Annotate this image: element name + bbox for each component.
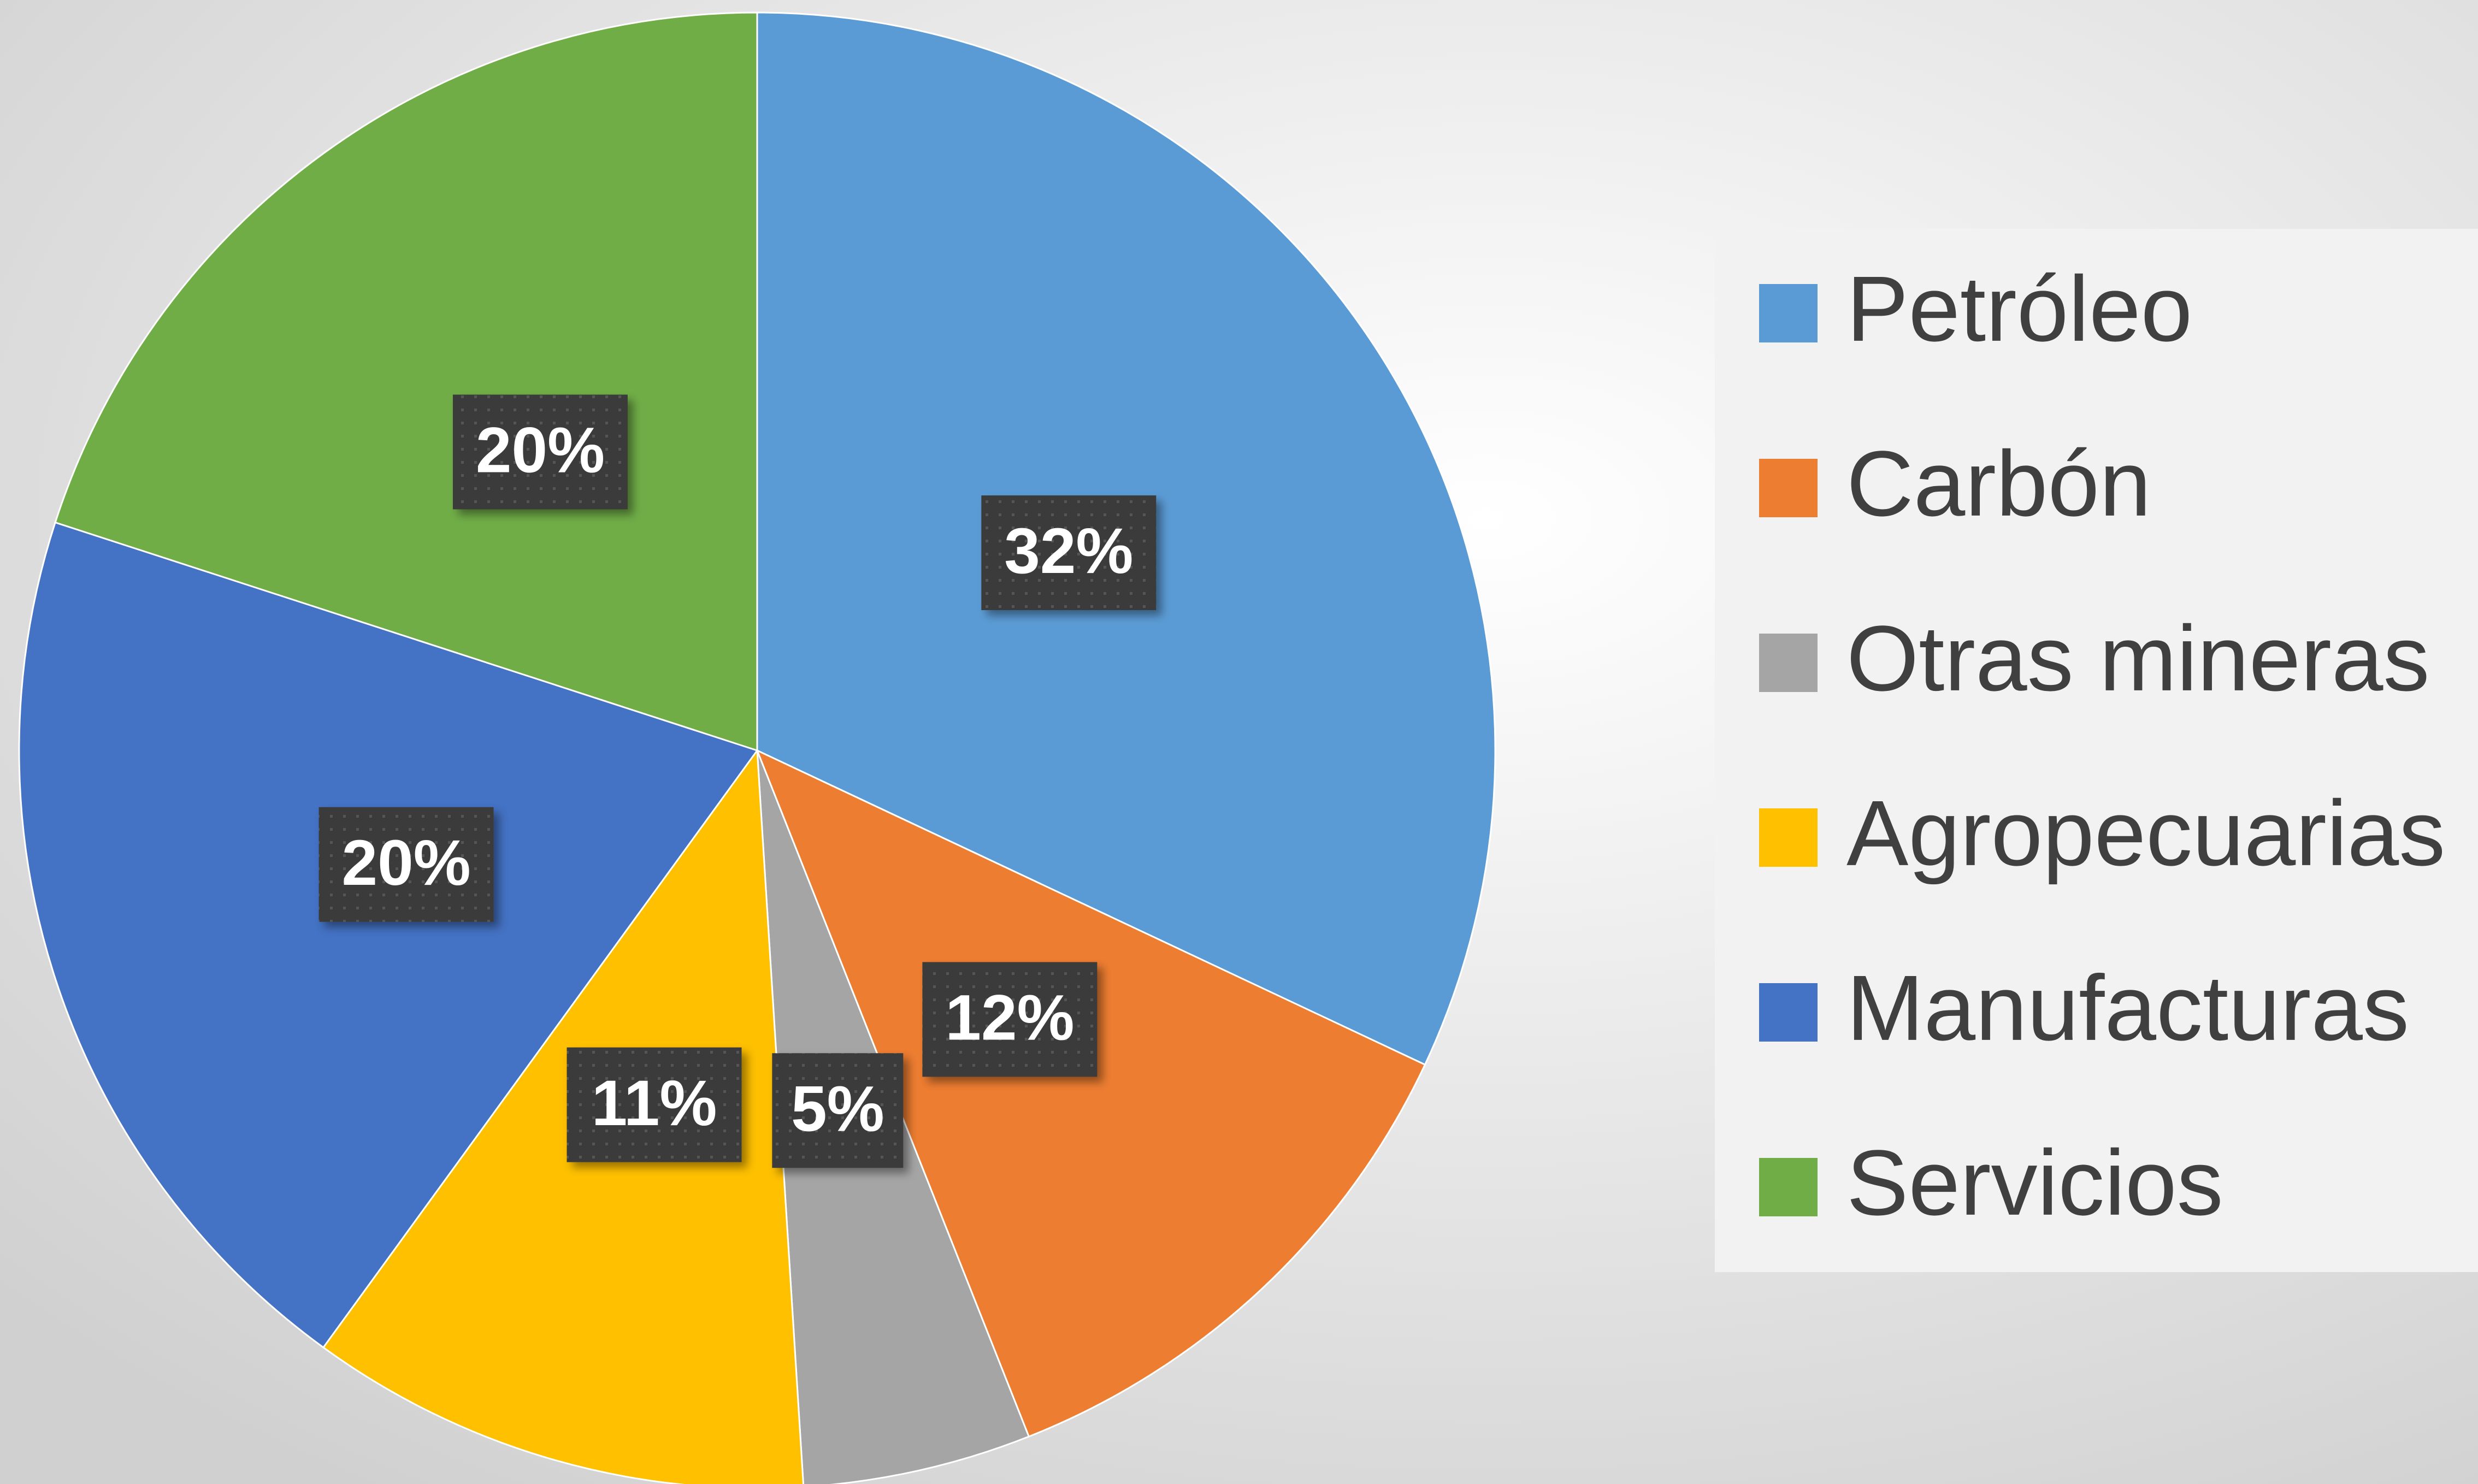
data-label: 32% xyxy=(981,495,1157,611)
legend-label: Servicios xyxy=(1846,1131,2223,1235)
legend-label: Manufacturas xyxy=(1846,956,2409,1060)
pie-slice xyxy=(54,11,758,752)
legend-swatch xyxy=(1759,284,1818,342)
data-label-text: 5% xyxy=(791,1073,884,1145)
data-label-box xyxy=(981,495,1157,611)
data-label: 5% xyxy=(772,1053,904,1168)
data-label-box xyxy=(567,1047,742,1162)
legend-box xyxy=(1715,229,2478,1272)
legend-label: Otras mineras xyxy=(1846,607,2429,711)
data-label-box xyxy=(922,962,1098,1077)
data-label-text: 12% xyxy=(945,982,1074,1054)
data-label-box xyxy=(772,1053,904,1168)
legend-swatch xyxy=(1759,634,1818,692)
legend-swatch xyxy=(1759,983,1818,1042)
data-label: 11% xyxy=(567,1047,742,1162)
legend-label: Agropecuarias xyxy=(1846,782,2445,885)
data-label-box xyxy=(318,807,494,922)
legend-swatch xyxy=(1759,1158,1818,1216)
legend-swatch xyxy=(1759,459,1818,517)
pie-slice xyxy=(322,748,804,1484)
pie-slice xyxy=(18,521,759,1349)
data-label: 20% xyxy=(452,394,628,510)
data-label-text: 11% xyxy=(592,1067,717,1139)
data-label: 20% xyxy=(318,807,494,922)
data-label-text: 32% xyxy=(1004,515,1133,587)
legend-label: Carbón xyxy=(1846,432,2151,536)
data-label-text: 20% xyxy=(476,415,605,487)
pie-slice xyxy=(756,749,1426,1438)
data-label-text: 20% xyxy=(341,827,470,899)
data-label-box xyxy=(452,394,628,510)
legend-swatch xyxy=(1759,808,1818,867)
legend-label: Petróleo xyxy=(1846,257,2192,361)
data-label: 12% xyxy=(922,962,1098,1077)
